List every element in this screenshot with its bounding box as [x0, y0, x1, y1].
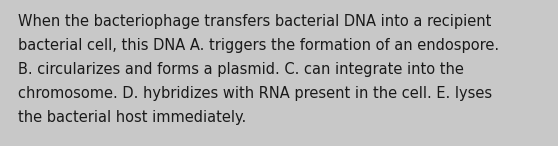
Text: the bacterial host immediately.: the bacterial host immediately.: [18, 110, 246, 125]
Text: When the bacteriophage transfers bacterial DNA into a recipient: When the bacteriophage transfers bacteri…: [18, 14, 492, 29]
Text: chromosome. D. hybridizes with RNA present in the cell. E. lyses: chromosome. D. hybridizes with RNA prese…: [18, 86, 492, 101]
Text: B. circularizes and forms a plasmid. C. can integrate into the: B. circularizes and forms a plasmid. C. …: [18, 62, 464, 77]
Text: bacterial cell, this DNA A. triggers the formation of an endospore.: bacterial cell, this DNA A. triggers the…: [18, 38, 499, 53]
